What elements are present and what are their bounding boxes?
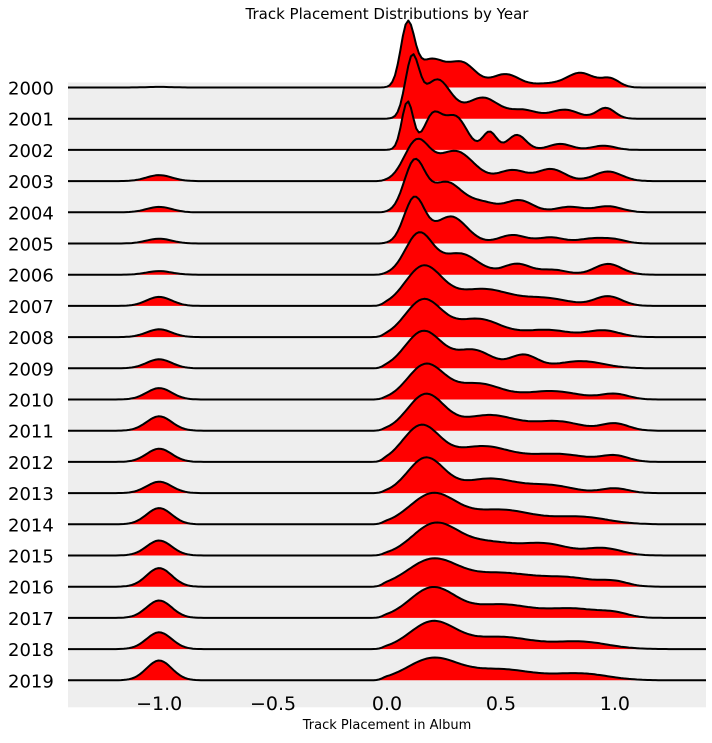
- ridge-background: [68, 425, 706, 458]
- ridge-row-2007: 2007: [8, 264, 706, 333]
- density-line-2002: [68, 100, 706, 151]
- density-line-2010: [68, 362, 706, 401]
- ridge-background: [68, 612, 706, 645]
- year-label-2009: 2009: [8, 359, 54, 380]
- year-label-2017: 2017: [8, 609, 54, 630]
- ridge-row-2009: 2009: [8, 329, 706, 396]
- density-line-2003: [68, 137, 706, 183]
- year-label-2004: 2004: [8, 203, 54, 224]
- ridge-background: [68, 207, 706, 240]
- year-label-2008: 2008: [8, 328, 54, 349]
- ridge-background: [68, 300, 706, 333]
- x-tick-label: −0.5: [250, 693, 296, 715]
- density-line-2019: [68, 656, 706, 682]
- density-line-2001: [68, 53, 706, 120]
- year-label-2018: 2018: [8, 640, 54, 661]
- ridge-row-2011: 2011: [8, 392, 706, 458]
- density-line-2014: [68, 491, 706, 526]
- ridge-row-2004: 2004: [8, 157, 706, 240]
- density-line-2009: [68, 329, 706, 370]
- year-label-2014: 2014: [8, 515, 54, 536]
- chart-title: Track Placement Distributions by Year: [245, 5, 530, 23]
- ridge-row-2014: 2014: [8, 491, 706, 552]
- x-axis-label: Track Placement in Album: [302, 718, 472, 733]
- x-axis-ticks: −1.0 −0.5 0.0 0.5 1.0: [136, 693, 630, 715]
- ridge-background: [68, 488, 706, 521]
- density-line-2000: [68, 19, 706, 89]
- ridge-background: [68, 269, 706, 302]
- ridge-background: [68, 394, 706, 427]
- year-label-2011: 2011: [8, 422, 54, 443]
- ridge-row-2010: 2010: [8, 362, 706, 427]
- ridge-background: [68, 519, 706, 552]
- ridge-row-2002: 2002: [8, 100, 706, 177]
- ridge-rows: 2000 2001 2002 2003 2004 2005 2006 2007 2008 2009…: [8, 19, 706, 708]
- x-tick-label: −1.0: [136, 693, 182, 715]
- density-line-2017: [68, 586, 706, 619]
- year-label-2003: 2003: [8, 172, 54, 193]
- ridge-row-2006: 2006: [8, 231, 706, 302]
- ridge-background: [68, 176, 706, 209]
- density-line-2004: [68, 157, 706, 214]
- ridge-row-2000: 2000: [8, 19, 706, 115]
- year-label-2016: 2016: [8, 578, 54, 599]
- year-label-2015: 2015: [8, 547, 54, 568]
- ridge-row-2019: 2019: [8, 656, 706, 708]
- year-label-2012: 2012: [8, 453, 54, 474]
- density-line-2015: [68, 521, 706, 557]
- density-area-2015: [68, 522, 706, 556]
- density-line-2018: [68, 619, 706, 651]
- year-label-2007: 2007: [8, 297, 54, 318]
- ridge-background: [68, 332, 706, 365]
- density-area-2017: [68, 587, 706, 618]
- ridge-background: [68, 456, 706, 489]
- density-line-2011: [68, 392, 706, 432]
- density-line-2012: [68, 423, 706, 463]
- ridge-row-2003: 2003: [8, 137, 706, 209]
- year-label-2005: 2005: [8, 235, 54, 256]
- ridge-row-2016: 2016: [8, 557, 706, 614]
- year-label-2010: 2010: [8, 391, 54, 412]
- year-label-2019: 2019: [8, 671, 54, 692]
- ridge-row-2001: 2001: [8, 53, 706, 146]
- density-line-2006: [68, 231, 706, 276]
- ridge-row-2012: 2012: [8, 423, 706, 489]
- density-line-2013: [68, 456, 706, 495]
- year-label-2001: 2001: [8, 110, 54, 131]
- ridge-background: [68, 363, 706, 396]
- ridge-row-2017: 2017: [8, 586, 706, 645]
- density-line-2016: [68, 557, 706, 588]
- density-line-2007: [68, 264, 706, 307]
- x-tick-label: 1.0: [600, 693, 630, 715]
- density-area-2003: [68, 138, 706, 182]
- ridge-background: [68, 675, 706, 708]
- year-label-2002: 2002: [8, 141, 54, 162]
- x-tick-label: 0.5: [486, 693, 516, 715]
- ridge-row-2013: 2013: [8, 456, 706, 521]
- density-area-2016: [68, 558, 706, 587]
- year-label-2006: 2006: [8, 266, 54, 287]
- year-label-2000: 2000: [8, 79, 54, 100]
- x-tick-label: 0.0: [372, 693, 402, 715]
- density-line-2005: [68, 195, 706, 245]
- year-label-2013: 2013: [8, 484, 54, 505]
- density-area-2019: [68, 657, 706, 681]
- density-line-2008: [68, 297, 706, 339]
- ridge-row-2008: 2008: [8, 297, 706, 365]
